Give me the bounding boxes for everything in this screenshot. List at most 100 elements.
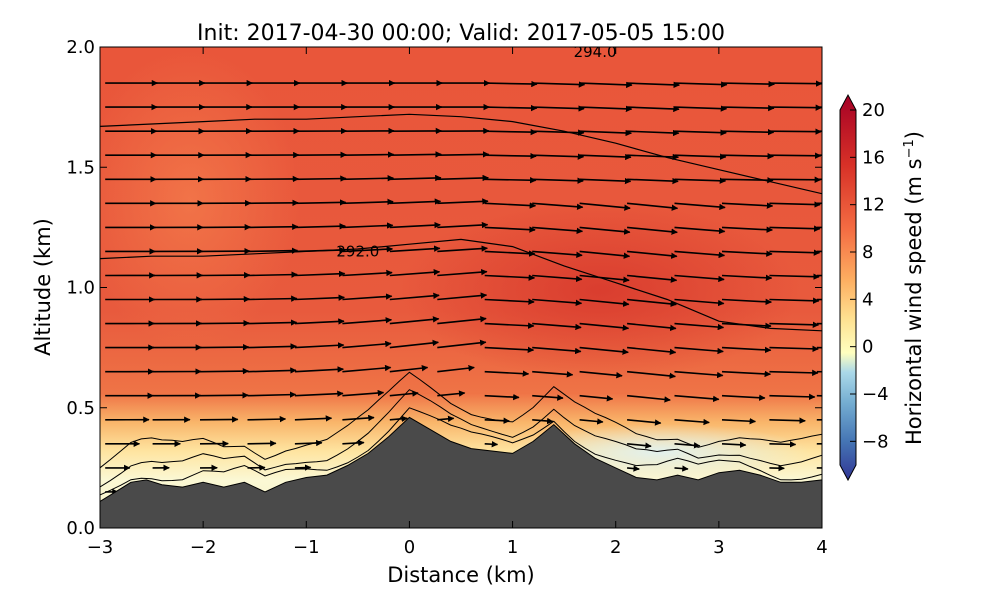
wind-vector: [294, 223, 346, 230]
wind-vector: [721, 176, 774, 184]
contour-line: [100, 371, 822, 469]
wind-vector: [721, 298, 772, 305]
x-axis-label: Distance (km): [387, 563, 535, 587]
wind-vector: [484, 346, 535, 354]
colorbar-tick-label: −4: [862, 384, 889, 405]
colorbar: −8 −4 0 4 8 12 16 20 Horizontal wind speed (m s…: [839, 93, 926, 482]
wind-vector: [342, 317, 393, 325]
colorbar-label-exponent: −1: [902, 139, 917, 158]
wind-vector: [532, 177, 584, 184]
chart-title: Init: 2017-04-30 00:00; Valid: 2017-05-0…: [197, 21, 725, 46]
wind-vector: [294, 415, 333, 422]
contour-label: 292.0: [336, 242, 379, 260]
wind-vector: [721, 370, 772, 378]
wind-vector: [769, 297, 820, 304]
wind-vector: [247, 295, 298, 302]
wind-vector: [769, 321, 820, 328]
wind-vector: [532, 370, 574, 378]
colorbar-tick-label: 8: [862, 242, 873, 263]
y-tick-label: 2.0: [66, 37, 95, 58]
wind-vector: [769, 225, 821, 232]
x-tick-label: 1: [507, 537, 518, 558]
wind-vector: [627, 465, 640, 472]
wind-vector: [627, 394, 671, 403]
wind-vector: [674, 274, 725, 283]
wind-vector: [342, 222, 394, 229]
wind-vector: [769, 249, 821, 256]
wind-vector: [389, 269, 441, 277]
wind-vector: [484, 104, 538, 112]
wind-vector: [721, 152, 774, 160]
wind-vector: [199, 392, 249, 399]
wind-vector: [674, 370, 724, 379]
wind-vector: [437, 390, 466, 397]
wind-vector: [342, 439, 365, 447]
wind-vector: [532, 226, 584, 235]
wind-vector: [389, 221, 441, 229]
wind-vector: [721, 104, 775, 112]
wind-vector: [579, 250, 631, 259]
contour-line: [100, 238, 822, 332]
wind-vector: [247, 319, 298, 326]
wind-vector: [294, 366, 344, 373]
wind-vector: [627, 81, 680, 89]
wind-vector: [437, 292, 488, 301]
wind-vector: [674, 298, 725, 307]
wind-vector: [769, 201, 821, 208]
wind-vector: [627, 370, 676, 380]
wind-vector: [342, 198, 394, 206]
wind-vector: [437, 339, 487, 349]
wind-vector: [627, 202, 679, 211]
wind-vector: [247, 271, 298, 278]
wind-vector: [389, 316, 440, 325]
wind-vector: [247, 391, 297, 398]
wind-vector: [247, 247, 299, 254]
wind-vector: [484, 417, 510, 424]
wind-vector: [389, 390, 419, 397]
wind-vector: [627, 419, 662, 426]
wind-vector: [627, 105, 680, 113]
wind-speed-left-region: [100, 50, 300, 350]
wind-vector: [199, 319, 250, 327]
wind-vector: [579, 226, 631, 235]
wind-vector: [627, 153, 680, 161]
wind-vector: [769, 441, 797, 448]
wind-vector: [484, 202, 537, 209]
wind-vector: [721, 128, 775, 136]
wind-vector: [627, 298, 677, 308]
wind-vector: [769, 104, 822, 111]
wind-vector: [247, 415, 287, 423]
contour-line: [100, 113, 822, 195]
wind-vector: [532, 250, 583, 259]
wind-vector: [721, 202, 774, 209]
wind-vector: [532, 81, 586, 88]
wind-vector: [484, 250, 536, 257]
wind-vector: [721, 346, 772, 354]
wind-vector: [342, 175, 395, 182]
wind-vector: [437, 198, 489, 205]
colorbar-label-main: Horizontal wind speed (m s: [902, 158, 926, 445]
x-tick-label: 0: [404, 537, 415, 558]
wind-vector: [579, 105, 633, 113]
wind-vector: [579, 298, 630, 307]
wind-vector: [342, 340, 392, 349]
wind-vector: [674, 442, 701, 449]
y-tick-label: 1.5: [66, 157, 95, 178]
wind-vector: [437, 245, 488, 253]
colorbar-tick-label: 20: [862, 100, 885, 121]
wind-vector: [674, 346, 724, 355]
x-axis: −3 −2 −1 0 1 2 3 4: [87, 47, 828, 558]
wind-vector: [342, 151, 395, 158]
wind-vector: [674, 129, 727, 136]
wind-vector: [342, 364, 392, 373]
x-tick-label: 2: [610, 537, 621, 558]
y-axis: 0.0 0.5 1.0 1.5 2.0: [66, 37, 822, 539]
wind-vector: [579, 274, 630, 283]
wind-vector: [769, 80, 822, 87]
wind-vector: [579, 202, 631, 211]
wind-vector: [532, 105, 585, 112]
wind-vector: [342, 389, 385, 397]
wind-vector: [579, 81, 633, 89]
wind-vector: [294, 390, 344, 397]
